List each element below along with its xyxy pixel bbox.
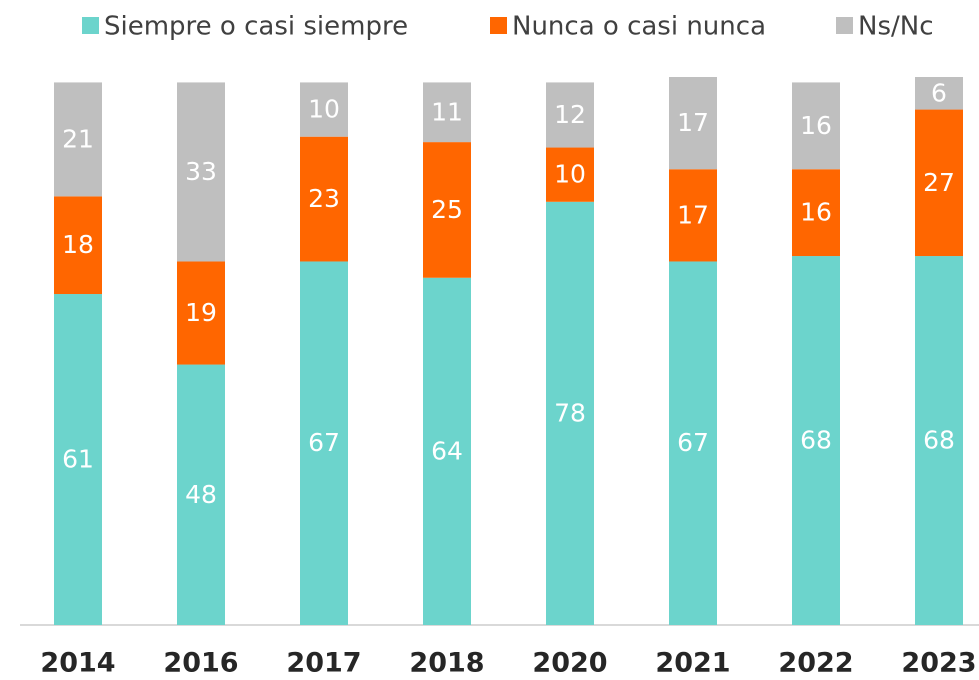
legend-label: Nunca o casi nunca [512,12,766,42]
data-label: 33 [185,157,217,186]
bar-segment [300,136,348,262]
bar-segment [669,169,717,262]
bar-segment [546,147,594,202]
bar-segment [423,142,471,278]
x-tick-label: 2022 [778,648,853,679]
x-tick-label: 2016 [163,648,238,679]
legend-swatch [836,17,853,34]
bar-segment [177,82,225,262]
bar-segment [54,82,102,197]
data-label: 78 [554,398,586,427]
data-label: 17 [677,108,709,137]
data-label: 23 [308,184,340,213]
bar-segment [54,294,102,625]
data-label: 27 [923,168,955,197]
bar-segment [792,256,840,625]
bar-segment [300,261,348,625]
legend-swatch [82,17,99,34]
bar-segment [300,82,348,137]
data-label: 19 [185,298,217,327]
x-tick-label: 2020 [532,648,607,679]
bar-segment [423,277,471,625]
bar-segment [792,169,840,257]
bar-segment [177,261,225,365]
bar-segment [915,77,963,110]
data-label: 61 [62,445,94,474]
bar-segment [423,82,471,143]
data-label: 25 [431,195,463,224]
bar-segment [669,77,717,170]
data-label: 18 [62,230,94,259]
data-label: 68 [800,426,832,455]
data-label: 11 [431,97,463,126]
x-tick-label: 2023 [901,648,976,679]
bar-segment [915,256,963,625]
data-label: 21 [62,124,94,153]
data-label: 10 [308,95,340,124]
data-label: 67 [677,428,709,457]
data-label: 6 [931,78,947,107]
bar-segment [546,82,594,148]
data-label: 67 [308,428,340,457]
x-tick-label: 2017 [286,648,361,679]
legend-label: Ns/Nc [858,12,934,42]
bar-segment [915,109,963,257]
legend-label: Siempre o casi siempre [104,12,408,42]
data-label: 16 [800,198,832,227]
data-label: 64 [431,436,463,465]
x-tick-label: 2014 [40,648,115,679]
data-label: 16 [800,111,832,140]
bar-segment [546,201,594,625]
bar-segment [669,261,717,625]
x-tick-label: 2018 [409,648,484,679]
bar-segment [54,196,102,295]
data-label: 12 [554,100,586,129]
data-label: 68 [923,426,955,455]
data-label: 17 [677,200,709,229]
legend-swatch [490,17,507,34]
bar-segment [792,82,840,170]
data-label: 48 [185,480,217,509]
data-label: 10 [554,160,586,189]
bar-segment [177,364,225,625]
x-tick-label: 2021 [655,648,730,679]
